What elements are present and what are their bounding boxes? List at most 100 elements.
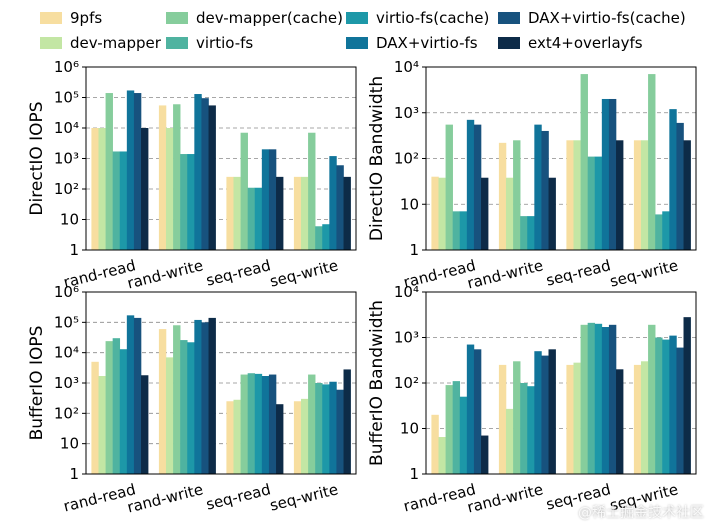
bar: [173, 104, 181, 250]
y-tick-label: 1: [409, 241, 419, 259]
bar: [105, 93, 113, 251]
bar: [254, 187, 263, 250]
bar: [566, 364, 574, 474]
y-tick-label: 1: [409, 465, 419, 483]
bar: [459, 211, 468, 250]
bar: [573, 362, 581, 474]
bar: [343, 369, 351, 474]
bar: [98, 128, 106, 250]
legend-label: ext4+overlayfs: [528, 34, 643, 52]
legend-item: DAX+virtio-fs(cache): [498, 8, 686, 28]
legend-label: dev-mapper(cache): [196, 9, 344, 27]
bar: [141, 128, 149, 250]
x-tick-label: seq-read: [544, 256, 612, 289]
bar: [648, 74, 656, 250]
x-tick-label: seq-write: [268, 256, 340, 290]
y-tick-label: 10⁴: [394, 283, 419, 301]
bar: [201, 322, 209, 474]
legend-item: virtio-fs: [166, 33, 253, 53]
x-tick-label: seq-write: [268, 480, 340, 514]
bar: [194, 94, 202, 251]
bar: [445, 124, 453, 250]
bar: [541, 130, 549, 250]
bar: [112, 151, 121, 250]
bar: [119, 349, 128, 474]
bar: [520, 383, 528, 474]
y-tick-label: 10³: [394, 329, 419, 347]
bar: [452, 381, 461, 474]
legend-swatch: [498, 12, 520, 24]
bar: [180, 340, 188, 474]
bar: [648, 324, 656, 474]
bar: [655, 337, 663, 474]
legend-swatch: [40, 12, 62, 24]
bar: [662, 211, 670, 250]
y-tick-label: 10³: [394, 104, 419, 122]
legend-swatch: [498, 37, 520, 49]
legend-label: DAX+virtio-fs(cache): [528, 9, 686, 27]
bar: [112, 338, 121, 474]
bar: [676, 122, 684, 250]
y-tick-label: 1: [69, 465, 79, 483]
bar: [247, 373, 256, 474]
bar: [633, 364, 642, 474]
legend-item: virtio-fs(cache): [346, 8, 489, 28]
plot-frame: [85, 66, 357, 251]
bar: [473, 349, 482, 474]
watermark: @稀土掘金技术社区: [578, 505, 704, 521]
bar: [587, 322, 596, 474]
y-tick-label: 10³: [54, 374, 79, 392]
bar: [201, 98, 209, 250]
bar: [91, 361, 99, 474]
bar: [208, 317, 216, 474]
bar: [640, 361, 649, 474]
bar: [445, 385, 453, 474]
bar: [300, 176, 309, 250]
bar: [601, 327, 610, 474]
legend-item: ext4+overlayfs: [498, 33, 643, 53]
legend-label: virtio-fs: [196, 34, 254, 52]
legend-swatch: [346, 12, 368, 24]
legend-item: dev-mapper(cache): [166, 8, 343, 28]
bar: [633, 140, 642, 250]
bar: [233, 176, 241, 250]
bar: [452, 211, 461, 250]
bar: [98, 376, 106, 474]
bar: [431, 414, 439, 474]
bar: [329, 156, 337, 250]
bar: [683, 317, 691, 474]
bar: [513, 361, 521, 474]
bar: [308, 132, 316, 250]
bar: [126, 315, 135, 474]
bar: [141, 375, 149, 474]
legend-item: DAX+virtio-fs: [346, 33, 478, 53]
bar: [233, 399, 241, 474]
bar: [601, 98, 610, 250]
bar: [240, 374, 248, 474]
bar: [300, 398, 309, 474]
bar: [336, 165, 344, 250]
x-tick-label: rand-write: [125, 256, 205, 292]
chart-legend: 9pfs dev-mapper dev-mapper(cache) virtio-fs…: [0, 0, 720, 62]
y-tick-label: 10⁴: [394, 58, 419, 76]
y-tick-label: 10: [60, 211, 79, 229]
plot-frame: [425, 66, 697, 251]
y-tick-label: 10²: [394, 150, 419, 168]
bar: [466, 119, 475, 250]
bar: [481, 435, 489, 474]
bar: [513, 140, 521, 250]
bar: [438, 437, 446, 474]
bar: [315, 383, 323, 474]
bar: [587, 156, 596, 250]
y-tick-label: 10⁶: [54, 283, 79, 301]
y-tick-label: 10⁵: [54, 313, 79, 331]
bar: [329, 381, 337, 474]
bar: [268, 374, 277, 474]
plot-frame: [85, 291, 357, 475]
bar: [616, 140, 624, 250]
bar: [527, 386, 535, 474]
bar: [498, 364, 507, 474]
bar: [268, 149, 277, 250]
